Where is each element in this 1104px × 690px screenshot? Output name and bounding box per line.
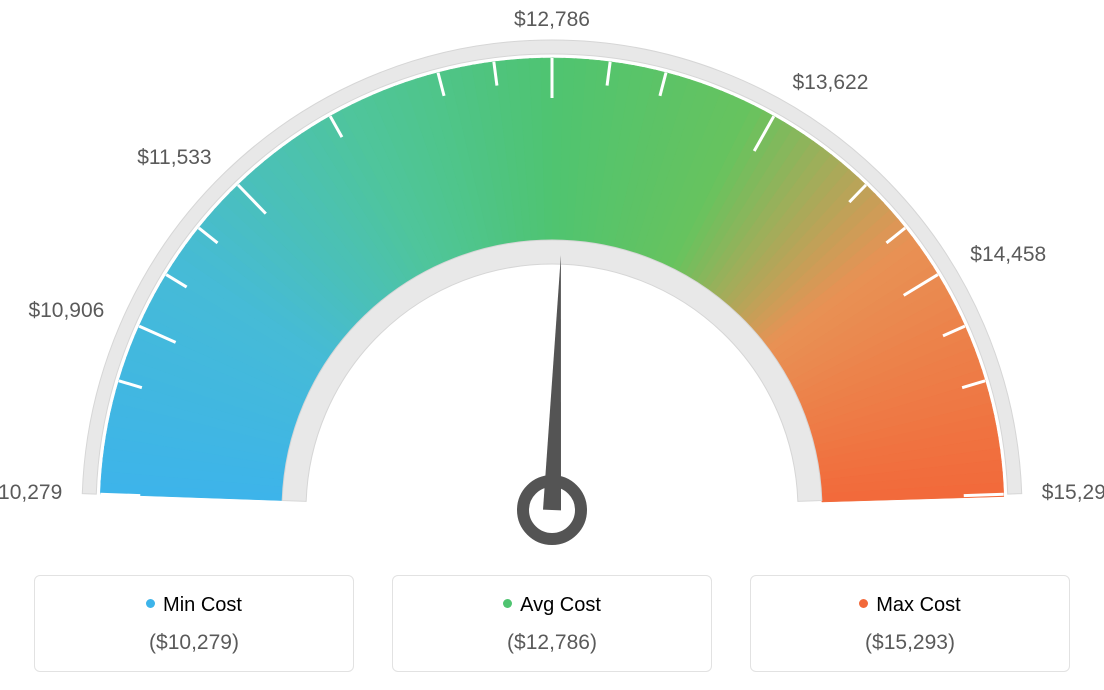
- legend-title-text: Min Cost: [163, 594, 242, 616]
- cost-gauge-widget: $10,279 $10,906 $11,533 $12,786 $13,622 $14,4…: [0, 0, 1104, 690]
- dot-icon: [859, 599, 868, 608]
- needle: [543, 255, 561, 510]
- legend-title-min: Min Cost: [45, 594, 343, 617]
- legend-title-text: Avg Cost: [520, 594, 601, 616]
- major-tick: [100, 494, 140, 495]
- legend-value-max: ($15,293): [761, 631, 1059, 655]
- legend-card-max: Max Cost ($15,293): [750, 575, 1070, 672]
- tick-label: $13,622: [792, 71, 868, 95]
- dot-icon: [503, 599, 512, 608]
- gauge-svg: [0, 0, 1104, 560]
- gauge-area: $10,279 $10,906 $11,533 $12,786 $13,622 $14,4…: [0, 0, 1104, 560]
- legend-value-avg: ($12,786): [403, 631, 701, 655]
- legend-card-min: Min Cost ($10,279): [34, 575, 354, 672]
- legend-title-max: Max Cost: [761, 594, 1059, 617]
- tick-label: $15,293: [1042, 481, 1104, 505]
- dot-icon: [146, 599, 155, 608]
- legend-row: Min Cost ($10,279) Avg Cost ($12,786) Ma…: [0, 575, 1104, 672]
- legend-title-text: Max Cost: [876, 594, 960, 616]
- legend-card-avg: Avg Cost ($12,786): [392, 575, 712, 672]
- legend-title-avg: Avg Cost: [403, 594, 701, 617]
- legend-value-min: ($10,279): [45, 631, 343, 655]
- tick-label: $12,786: [514, 8, 590, 32]
- tick-label: $11,533: [137, 146, 211, 170]
- major-tick: [964, 494, 1004, 495]
- tick-label: $10,279: [0, 481, 62, 505]
- tick-label: $10,906: [28, 299, 104, 323]
- tick-label: $14,458: [970, 243, 1046, 267]
